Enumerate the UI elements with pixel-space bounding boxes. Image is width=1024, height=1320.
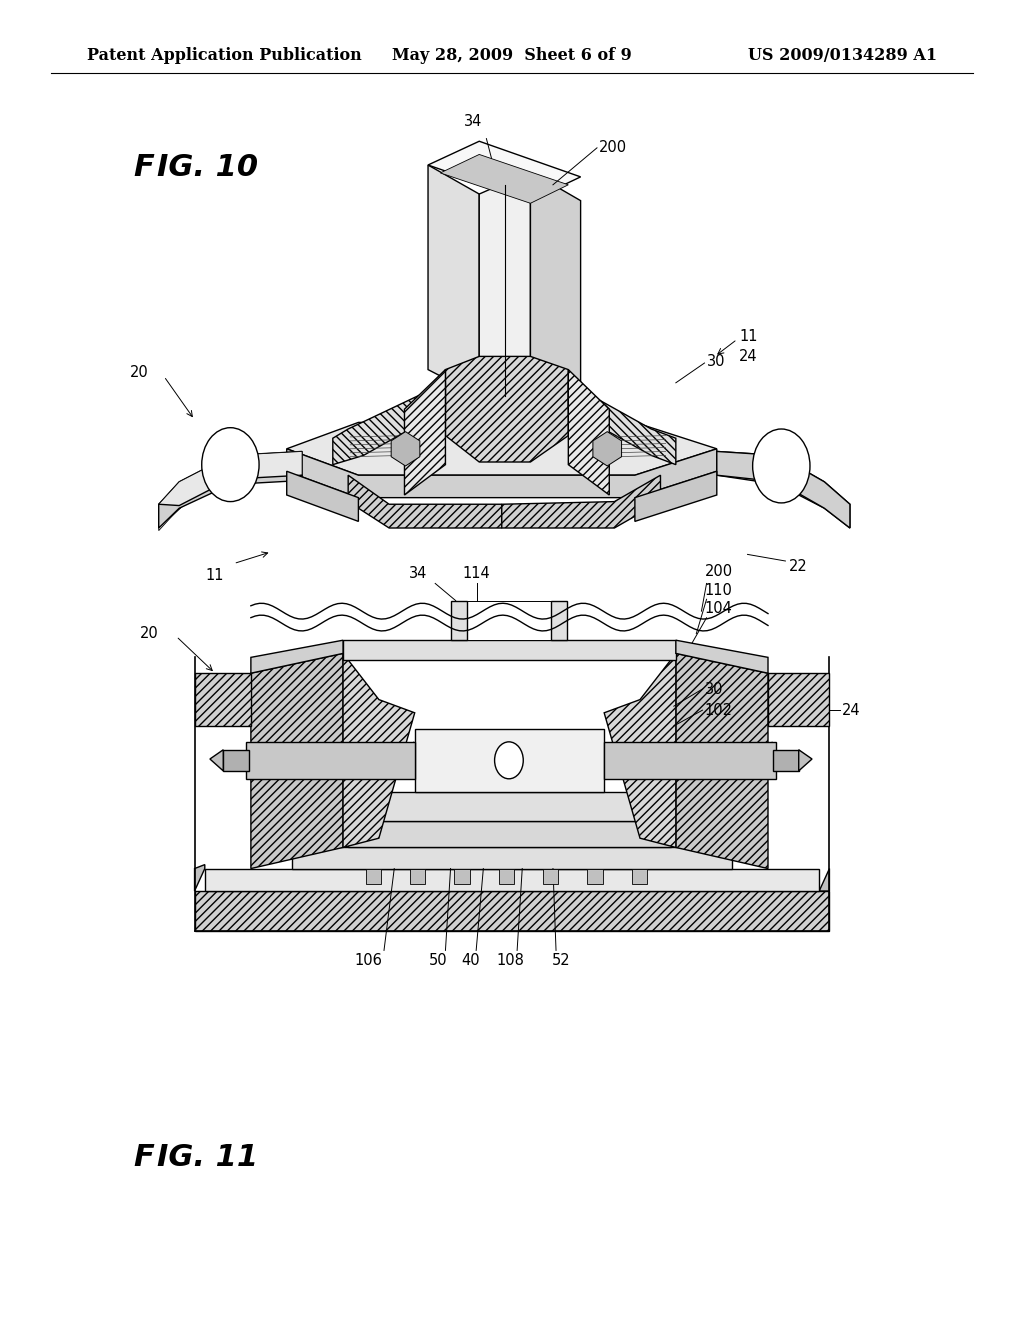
Polygon shape — [428, 141, 581, 201]
Bar — [632, 869, 647, 884]
Polygon shape — [195, 673, 251, 726]
Text: 110: 110 — [705, 583, 732, 598]
Text: 24: 24 — [842, 702, 860, 718]
Text: 20: 20 — [130, 364, 148, 380]
Text: 50: 50 — [429, 953, 447, 968]
Text: 34: 34 — [464, 115, 482, 129]
Polygon shape — [404, 370, 445, 495]
Text: 114: 114 — [462, 566, 490, 581]
Bar — [598, 441, 616, 457]
Polygon shape — [819, 869, 829, 891]
Text: May 28, 2009  Sheet 6 of 9: May 28, 2009 Sheet 6 of 9 — [392, 48, 632, 63]
Polygon shape — [635, 471, 717, 521]
Polygon shape — [440, 154, 568, 203]
Text: 30: 30 — [707, 354, 725, 370]
Polygon shape — [593, 432, 622, 466]
Text: F: F — [133, 153, 154, 182]
Bar — [588, 869, 603, 884]
Polygon shape — [676, 640, 768, 673]
Polygon shape — [568, 370, 609, 495]
Bar — [543, 869, 558, 884]
Polygon shape — [799, 750, 812, 771]
Polygon shape — [445, 356, 568, 462]
Polygon shape — [717, 451, 850, 528]
Polygon shape — [568, 383, 676, 465]
Polygon shape — [348, 821, 671, 847]
Polygon shape — [717, 451, 850, 528]
Text: 11: 11 — [739, 329, 758, 345]
Text: 106: 106 — [354, 953, 383, 968]
Polygon shape — [604, 742, 776, 779]
Polygon shape — [364, 792, 655, 821]
Bar — [410, 869, 425, 884]
Polygon shape — [292, 847, 732, 869]
Polygon shape — [348, 475, 502, 528]
Polygon shape — [223, 750, 249, 771]
Text: IG. 11: IG. 11 — [157, 1143, 258, 1172]
Bar — [451, 601, 467, 640]
Text: 108: 108 — [496, 953, 524, 968]
Text: 102: 102 — [705, 702, 732, 718]
Polygon shape — [467, 601, 551, 640]
Bar — [366, 869, 381, 884]
Text: 104: 104 — [705, 602, 732, 616]
Polygon shape — [530, 172, 581, 399]
Text: 34: 34 — [409, 566, 427, 581]
Text: 52: 52 — [552, 953, 570, 968]
Text: 200: 200 — [599, 140, 627, 156]
Polygon shape — [287, 422, 717, 475]
Polygon shape — [676, 653, 768, 869]
Text: 11: 11 — [206, 568, 224, 582]
Polygon shape — [195, 865, 205, 891]
Polygon shape — [195, 891, 829, 931]
Circle shape — [495, 742, 523, 779]
Polygon shape — [391, 432, 420, 466]
Circle shape — [753, 429, 810, 503]
Polygon shape — [251, 653, 343, 869]
Polygon shape — [287, 449, 717, 498]
Text: 200: 200 — [705, 565, 732, 579]
Polygon shape — [479, 172, 530, 396]
Polygon shape — [205, 869, 819, 891]
Polygon shape — [502, 475, 660, 528]
Polygon shape — [287, 471, 358, 521]
Polygon shape — [604, 653, 676, 847]
Bar — [551, 601, 567, 640]
Text: 30: 30 — [705, 681, 723, 697]
Bar — [499, 869, 514, 884]
Polygon shape — [343, 653, 415, 847]
Polygon shape — [246, 742, 415, 779]
Text: 22: 22 — [788, 558, 807, 574]
Polygon shape — [768, 673, 829, 726]
Bar — [455, 869, 470, 884]
Polygon shape — [159, 451, 302, 531]
Bar — [396, 441, 415, 457]
Text: 40: 40 — [462, 953, 480, 968]
Text: F: F — [133, 1143, 154, 1172]
Text: IG. 10: IG. 10 — [157, 153, 258, 182]
Polygon shape — [428, 165, 479, 396]
Polygon shape — [773, 750, 799, 771]
Polygon shape — [210, 750, 223, 771]
Polygon shape — [159, 475, 302, 528]
Polygon shape — [333, 383, 445, 465]
Text: 20: 20 — [140, 626, 159, 642]
Text: Patent Application Publication: Patent Application Publication — [87, 48, 361, 63]
Polygon shape — [343, 640, 676, 660]
Polygon shape — [415, 729, 604, 792]
Circle shape — [202, 428, 259, 502]
Text: US 2009/0134289 A1: US 2009/0134289 A1 — [748, 48, 937, 63]
Polygon shape — [251, 640, 343, 673]
Polygon shape — [159, 451, 302, 528]
Text: 24: 24 — [739, 348, 758, 364]
